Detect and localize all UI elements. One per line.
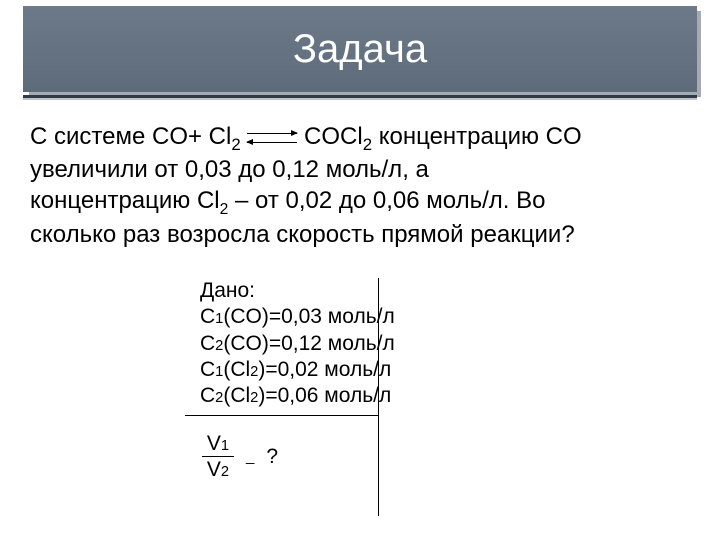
divider-horizontal bbox=[185, 415, 378, 416]
problem-sub-2: 2 bbox=[363, 135, 372, 154]
problem-seg-1c: концентрацию CO bbox=[372, 123, 582, 150]
problem-seg-3a: концентрацию Cl bbox=[30, 187, 220, 214]
fraction-bar bbox=[202, 456, 234, 457]
header: Задача bbox=[0, 0, 720, 96]
header-bar: Задача bbox=[23, 6, 697, 92]
given-row: C2(Cl2)=0,06 моль/л bbox=[200, 383, 395, 409]
problem-seg-1b: COCl bbox=[297, 123, 362, 150]
problem-line-2: увеличили от 0,03 до 0,12 моль/л, а bbox=[30, 156, 429, 183]
problem-sub-3: 2 bbox=[220, 201, 229, 218]
problem-sub-1: 2 bbox=[231, 135, 240, 154]
ratio-fraction: V1 V2 bbox=[202, 432, 234, 481]
given-row: C1(CO)=0,03 моль/л bbox=[200, 304, 395, 330]
given-block: Дано: C1(CO)=0,03 моль/л C2(CO)=0,12 мол… bbox=[200, 278, 395, 409]
question-ratio: V1 V2 _ ? bbox=[202, 432, 278, 481]
given-label: Дано: bbox=[200, 278, 395, 304]
equilibrium-arrow-icon bbox=[247, 129, 297, 147]
ratio-dash: _ bbox=[246, 448, 254, 465]
problem-seg-3b: – от 0,02 до 0,06 моль/л. Во bbox=[228, 187, 545, 214]
header-underline-light bbox=[23, 98, 697, 100]
given-row: C1(Cl2)=0,02 моль/л bbox=[200, 357, 395, 383]
divider-vertical bbox=[378, 278, 379, 516]
problem-line-4: сколько раз возросла скорость прямой реа… bbox=[30, 221, 575, 248]
problem-seg-1a: С системе CO+ Cl bbox=[30, 123, 231, 150]
question-mark: ? bbox=[266, 445, 278, 469]
problem-statement: С системе CO+ Cl2 COCl2 концентрацию CO … bbox=[30, 122, 690, 250]
slide-title: Задача bbox=[293, 27, 427, 72]
given-row: C2(CO)=0,12 моль/л bbox=[200, 331, 395, 357]
